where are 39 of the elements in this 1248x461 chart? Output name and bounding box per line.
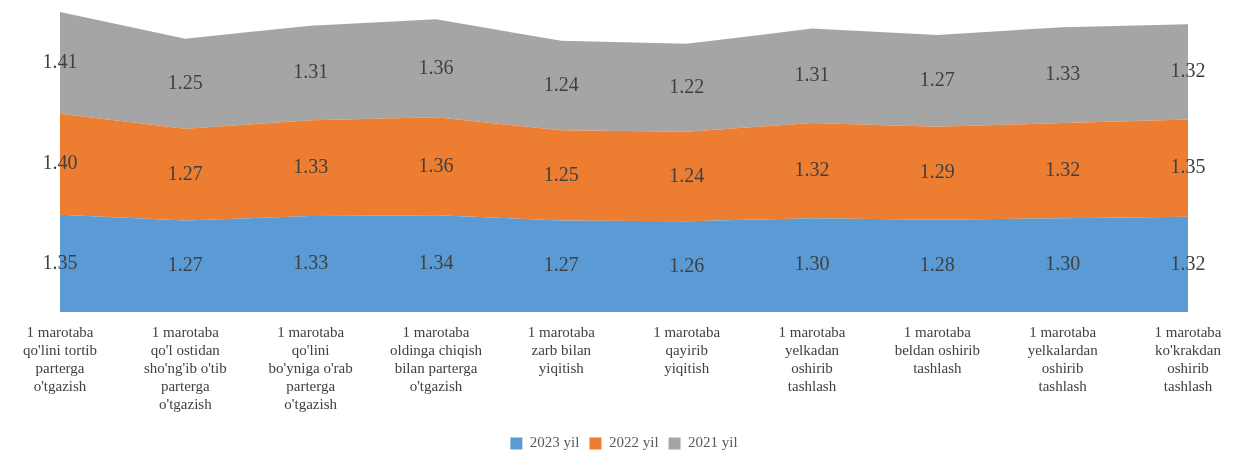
data-label: 1.32 — [794, 157, 830, 180]
data-label: 1.24 — [543, 72, 579, 95]
legend-label: 2022 yil — [608, 434, 659, 451]
data-label: 1.24 — [669, 163, 705, 186]
data-label: 1.33 — [293, 251, 329, 274]
data-label: 1.25 — [167, 71, 203, 93]
data-label: 1.27 — [543, 253, 579, 276]
data-label: 1.33 — [1045, 62, 1081, 85]
data-label: 1.33 — [293, 155, 329, 178]
data-label: 1.22 — [669, 74, 705, 97]
x-tick-label: 1 marotaba qo'l ostidan sho'ng'ib o'tib parterga o'tgazish — [143, 323, 227, 412]
data-label: 1.28 — [919, 253, 955, 276]
data-label: 1.25 — [543, 162, 579, 185]
data-label: 1.30 — [1045, 252, 1081, 275]
legend-label: 2021 yil — [688, 434, 738, 451]
data-label: 1.41 — [42, 50, 78, 73]
x-tick-label: 1 marotaba ko'krakdan oshirib tashlash — [1154, 323, 1222, 394]
x-tick-label: 1 marotaba oldinga chiqish bilan parterga o'tgazish — [389, 323, 483, 394]
x-tick-label: 1 marotaba qo'lini tortib parterga o'tgazish — [23, 323, 97, 394]
x-tick-label: 1 marotaba qayirib yiqitish — [653, 323, 721, 376]
data-label: 1.27 — [919, 68, 955, 91]
x-tick-label: 1 marotaba zarb bilan yiqitish — [527, 323, 596, 376]
data-label: 1.32 — [1170, 59, 1206, 82]
data-label: 1.30 — [794, 252, 830, 275]
data-label: 1.36 — [418, 153, 454, 176]
x-tick-label: 1 marotaba beldan oshirib tashlash — [894, 323, 981, 376]
data-label: 1.36 — [418, 55, 454, 78]
x-tick-label: 1 marotaba yelkalardan oshirib tashlash — [1027, 323, 1099, 394]
data-label: 1.34 — [418, 250, 454, 273]
data-label: 1.29 — [919, 160, 955, 183]
data-label: 1.27 — [167, 253, 203, 276]
legend-label: 2023 yil — [529, 434, 580, 451]
x-tick-label: 1 marotaba qo'lini bo'yniga o'rab parterga o'tgazish — [268, 323, 353, 412]
data-label: 1.32 — [1045, 157, 1081, 180]
x-tick-label: 1 marotaba yelkadan oshirib tashlash — [778, 323, 846, 394]
data-label: 1.31 — [794, 63, 830, 86]
data-label: 1.27 — [167, 161, 203, 184]
data-label: 1.31 — [293, 60, 329, 83]
data-label: 1.26 — [669, 253, 705, 276]
